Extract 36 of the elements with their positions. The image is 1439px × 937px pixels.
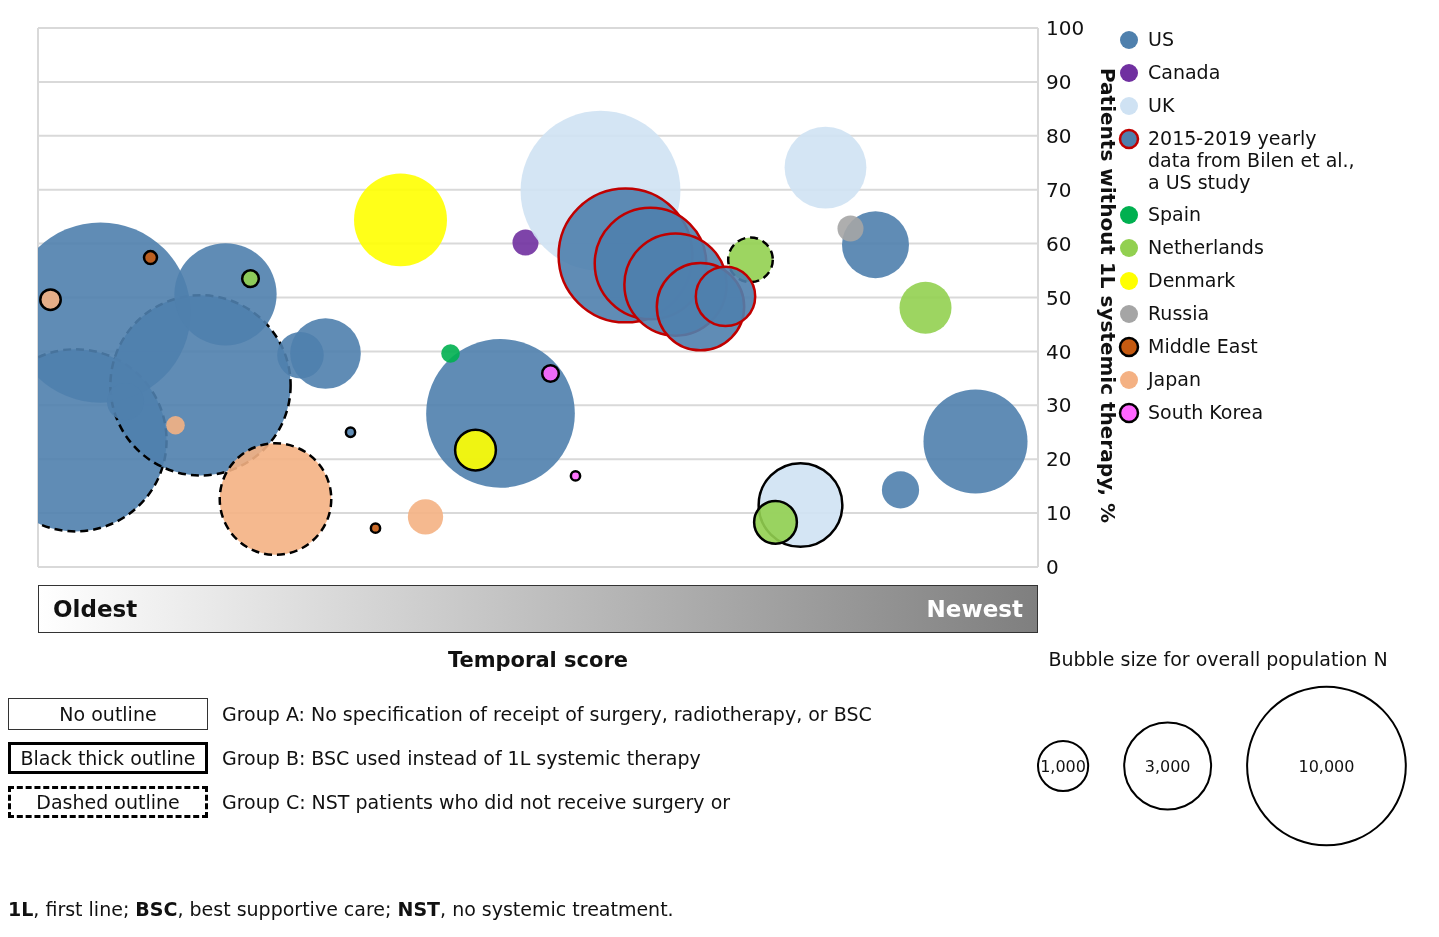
text: Group C: NST patients who did not receive surgery or (222, 791, 731, 813)
y-tick-label: 90 (1046, 70, 1072, 94)
text: Group B: BSC used instead of 1L systemic therapy (222, 747, 701, 769)
legend-label: Japan (1148, 368, 1201, 390)
legend-label: 3,000 (1144, 756, 1191, 776)
y-tick-label: 60 (1046, 231, 1072, 256)
legend-label: South Korea (1148, 401, 1264, 423)
y-axis-title: Patients without 1L systemic therapy, % (1096, 68, 1120, 524)
gradient-strip: Oldest Newest (38, 585, 1038, 633)
y-tick-label: 40 (1046, 339, 1072, 364)
legend-label: 2015-2019 yearly data from Bilen et al., a US study (1148, 127, 1356, 193)
legend-label: 10,000 (1298, 756, 1355, 776)
legend-label: Canada (1148, 61, 1221, 83)
y-tick-label: 70 (1046, 177, 1072, 202)
legend-label: UK (1148, 94, 1175, 116)
legend-label: Spain (1148, 203, 1202, 225)
legend-label: Russia (1148, 302, 1210, 324)
outline-sample: Dashed outline (8, 786, 208, 818)
legend-label: Middle East (1148, 335, 1258, 357)
y-tick-label: 100 (1046, 16, 1085, 41)
text: Group A: No specification of receipt of surgery, radiotherapy, or BSC (222, 703, 872, 725)
text: Bubble size for overall population N (1047, 648, 1389, 670)
y-tick-label: 20 (1046, 447, 1072, 472)
outline-sample: No outline (8, 698, 208, 730)
y-tick-label: 30 (1046, 393, 1072, 418)
y-tick-label: 80 (1046, 123, 1072, 148)
x-axis-title: Temporal score (446, 648, 630, 672)
outline-sample: Black thick outline (8, 742, 208, 774)
legend-label: 1,000 (1040, 756, 1086, 776)
y-tick-label: 0 (1046, 555, 1059, 580)
legend-label: Denmark (1148, 269, 1236, 291)
text: 1L, first line; BSC, best supportive care; NST, no systemic treatment. (8, 898, 674, 920)
y-tick-label: 50 (1046, 285, 1072, 310)
legend-label: Netherlands (1148, 236, 1264, 258)
y-tick-label: 10 (1046, 501, 1072, 526)
legend-label: US (1148, 28, 1174, 50)
